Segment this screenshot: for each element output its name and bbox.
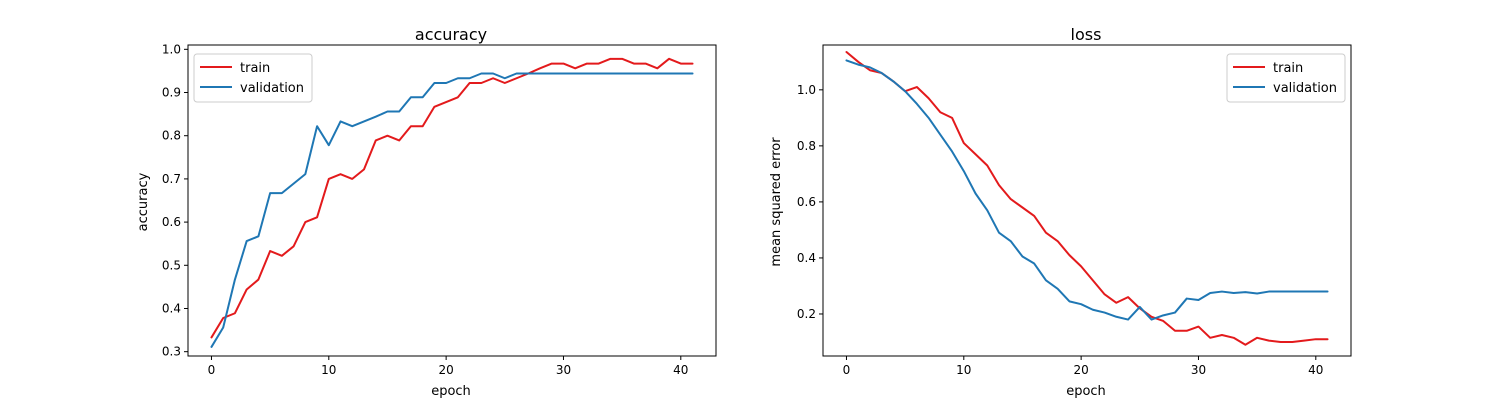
y-tick-label: 0.3	[162, 345, 181, 359]
y-tick-label: 0.6	[797, 195, 816, 209]
legend: train validation	[193, 53, 313, 103]
legend: train validation	[1226, 53, 1346, 103]
x-tick-label: 10	[321, 363, 336, 377]
x-tick-label: 20	[438, 363, 453, 377]
y-tick-label: 0.4	[162, 301, 181, 315]
y-tick-label: 0.8	[797, 139, 816, 153]
legend-label-validation: validation	[1273, 81, 1337, 96]
x-tick-label: 0	[208, 363, 216, 377]
x-axis-title: epoch	[1066, 384, 1106, 399]
y-tick-label: 0.8	[162, 129, 181, 143]
loss-chart: loss epoch mean squared error 0 10 20 30 40 0…	[769, 25, 1352, 399]
y-tick-label: 0.6	[162, 215, 181, 229]
y-tick-label: 1.0	[162, 42, 181, 56]
x-tick-label: 40	[1308, 363, 1323, 377]
series-line-validation	[845, 59, 1329, 321]
plot-area-frame	[822, 44, 1352, 357]
y-tick-label: 0.9	[162, 86, 181, 100]
x-tick-label: 30	[556, 363, 571, 377]
y-tick-label: 0.5	[162, 258, 181, 272]
series-line-validation	[210, 72, 694, 348]
x-tick-label: 40	[673, 363, 688, 377]
y-tick-label: 1.0	[797, 83, 816, 97]
y-tick-label: 0.7	[162, 172, 181, 186]
plot-area-frame	[187, 44, 717, 357]
y-axis-title: mean squared error	[769, 137, 784, 267]
x-tick-label: 30	[1191, 363, 1206, 377]
y-axis-title: accuracy	[136, 172, 151, 231]
legend-label-validation: validation	[240, 81, 304, 96]
x-axis-title: epoch	[431, 384, 471, 399]
x-tick-label: 0	[843, 363, 851, 377]
series-line-train	[845, 51, 1329, 346]
chart-title: accuracy	[415, 25, 487, 44]
legend-label-train: train	[1273, 61, 1303, 76]
legend-label-train: train	[240, 61, 270, 76]
series-line-train	[210, 57, 694, 339]
accuracy-chart: accuracy epoch accuracy 0 10 20 30 40 0.3 0.4 0…	[136, 25, 717, 399]
y-tick-label: 0.4	[797, 251, 816, 265]
y-tick-label: 0.2	[797, 307, 816, 321]
chart-title: loss	[1071, 25, 1102, 44]
x-tick-label: 10	[956, 363, 971, 377]
x-tick-label: 20	[1073, 363, 1088, 377]
